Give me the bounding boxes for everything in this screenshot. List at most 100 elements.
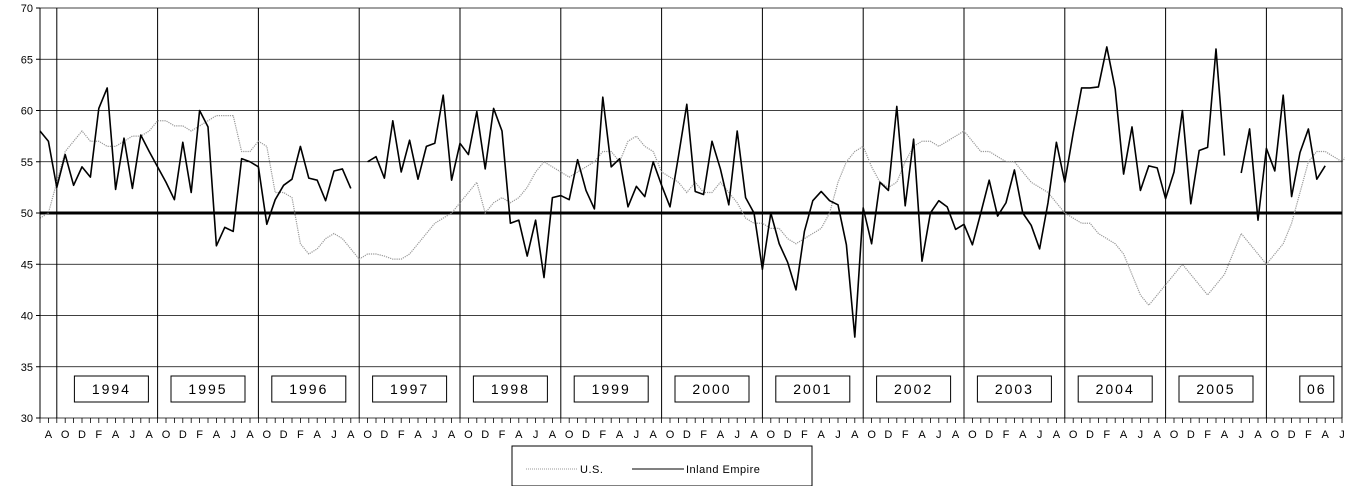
year-label: 2000 xyxy=(692,381,731,397)
x-tick-label: A xyxy=(717,429,725,441)
x-tick-label: F xyxy=(499,429,506,441)
y-tick-label-55: 55 xyxy=(21,157,33,169)
x-tick-label: A xyxy=(549,429,557,441)
x-tick-label: J xyxy=(533,429,539,441)
x-tick-label: A xyxy=(1120,429,1128,441)
x-tick-label: O xyxy=(565,429,574,441)
x-tick-label: D xyxy=(985,429,993,441)
x-tick-label: A xyxy=(515,429,523,441)
x-tick-label: J xyxy=(230,429,236,441)
year-box-2004: 2004 xyxy=(1077,375,1153,403)
x-tick-label: D xyxy=(380,429,388,441)
x-tick-label: A xyxy=(347,429,355,441)
y-axis: 30 35 40 45 50 55 60 65 70 xyxy=(21,3,1343,425)
year-box-frame xyxy=(775,375,851,403)
x-tick-label: F xyxy=(1103,429,1110,441)
year-label: 06 xyxy=(1307,381,1327,397)
year-label: 1999 xyxy=(592,381,631,397)
x-tick-label: D xyxy=(179,429,187,441)
x-tick-label: A xyxy=(448,429,456,441)
x-tick-label: O xyxy=(263,429,272,441)
x-tick-label: O xyxy=(1271,429,1280,441)
x-tick-label: A xyxy=(616,429,624,441)
x-tick-label: F xyxy=(1003,429,1010,441)
x-tick-label: J xyxy=(331,429,337,441)
y-tick-label-65: 65 xyxy=(21,54,33,66)
x-tick-label: O xyxy=(767,429,776,441)
us-line xyxy=(39,115,1345,307)
x-tick-label: O xyxy=(1069,429,1078,441)
legend: U.S. Inland Empire xyxy=(511,445,813,486)
x-tick-label: J xyxy=(1037,429,1043,441)
x-tick-label: A xyxy=(1221,429,1229,441)
year-label: 2005 xyxy=(1196,381,1235,397)
x-tick-label: A xyxy=(1053,429,1061,441)
x-tick-label: J xyxy=(1238,429,1244,441)
x-tick-label: F xyxy=(196,429,203,441)
x-tick-label: J xyxy=(432,429,438,441)
x-tick-label: J xyxy=(1138,429,1144,441)
x-tick-label: F xyxy=(599,429,606,441)
x-tick-label: J xyxy=(1339,429,1345,441)
x-tick-label: A xyxy=(750,429,758,441)
year-box-frame xyxy=(73,375,149,403)
x-tick-label: A xyxy=(246,429,254,441)
x-tick-label: A xyxy=(45,429,53,441)
x-tick-label: F xyxy=(95,429,102,441)
year-box-1996: 1996 xyxy=(271,375,347,403)
year-label: 1998 xyxy=(491,381,530,397)
x-tick-label: A xyxy=(952,429,960,441)
legend-us-label: U.S. xyxy=(580,464,603,476)
year-box-1994: 1994 xyxy=(73,375,149,403)
x-tick-label: O xyxy=(363,429,372,441)
x-tick-label: A xyxy=(213,429,221,441)
x-tick-label: F xyxy=(801,429,808,441)
year-box-frame xyxy=(1178,375,1254,403)
inland-empire-line-2 xyxy=(1240,94,1326,221)
x-tick-label: J xyxy=(835,429,841,441)
year-box-frame xyxy=(1077,375,1153,403)
year-box-06: 06 xyxy=(1299,375,1335,403)
series-inland-empire xyxy=(39,46,1326,338)
x-tick-label: A xyxy=(818,429,826,441)
x-tick-label: F xyxy=(1204,429,1211,441)
x-tick-label: J xyxy=(130,429,136,441)
year-box-frame xyxy=(1299,375,1335,403)
x-tick-label: F xyxy=(398,429,405,441)
x-tick-label: O xyxy=(867,429,876,441)
y-tick-label-45: 45 xyxy=(21,259,33,271)
series-us xyxy=(39,115,1345,307)
x-tick-label: D xyxy=(582,429,590,441)
x-tick-label: D xyxy=(1288,429,1296,441)
x-tick-label: A xyxy=(1019,429,1027,441)
year-box-2005: 2005 xyxy=(1178,375,1254,403)
year-box-1999: 1999 xyxy=(573,375,649,403)
x-tick-label: A xyxy=(112,429,120,441)
year-label: 1996 xyxy=(289,381,328,397)
year-box-frame xyxy=(170,375,246,403)
year-box-frame xyxy=(271,375,347,403)
year-label: 1997 xyxy=(390,381,429,397)
x-tick-label: D xyxy=(1187,429,1195,441)
x-tick-label: J xyxy=(734,429,740,441)
y-tick-label-60: 60 xyxy=(21,106,33,118)
x-tick-label: A xyxy=(650,429,658,441)
year-labels: 1994 1995 1996 1997 1998 1999 2000 2001 2002 2003… xyxy=(73,375,1335,403)
x-tick-label: O xyxy=(162,429,171,441)
x-tick-label: D xyxy=(884,429,892,441)
y-tick-label-40: 40 xyxy=(21,311,33,323)
x-tick-label: A xyxy=(1154,429,1162,441)
year-box-1998: 1998 xyxy=(472,375,548,403)
x-tick-label: O xyxy=(968,429,977,441)
y-tick-label-70: 70 xyxy=(21,3,33,15)
legend-ie-label: Inland Empire xyxy=(686,464,760,476)
inland-empire-line-1 xyxy=(367,46,1226,338)
x-tick-label: D xyxy=(1086,429,1094,441)
year-box-2001: 2001 xyxy=(775,375,851,403)
x-tick-label: F xyxy=(700,429,707,441)
year-box-1995: 1995 xyxy=(170,375,246,403)
year-label: 2003 xyxy=(995,381,1034,397)
x-tick-label: F xyxy=(297,429,304,441)
year-label: 2002 xyxy=(894,381,933,397)
